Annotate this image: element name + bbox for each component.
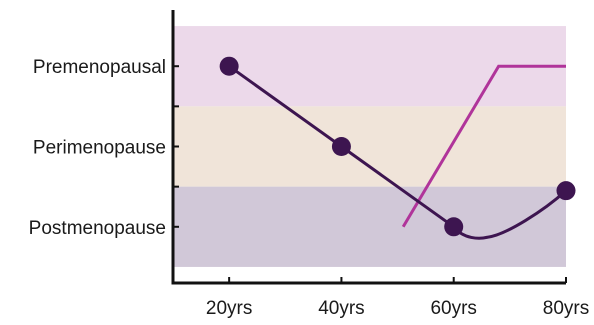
series-1-point-40yrs (331, 137, 351, 156)
series-1-point-20yrs (219, 56, 239, 76)
series-lines (219, 56, 576, 240)
y-tick-label: Perimenopause (33, 138, 166, 159)
band-perimenopause (173, 106, 566, 187)
series-1-point-80yrs (556, 181, 576, 201)
axes (171, 10, 567, 285)
x-tick-label: 60yrs (430, 298, 476, 319)
y-tick-label: Premenopausal (33, 57, 166, 78)
series-line-2 (401, 64, 566, 228)
x-tick-label: 80yrs (543, 298, 589, 319)
stage-bands (173, 26, 566, 267)
x-tick-label: 20yrs (206, 298, 252, 319)
x-tick-label: 40yrs (318, 298, 364, 319)
series-1-point-60yrs (444, 217, 464, 237)
axis-labels: Premenopausal Perimenopause Postmenopause 2… (29, 57, 590, 319)
band-postmenopause (173, 186, 566, 267)
y-tick-label: Postmenopause (29, 218, 166, 239)
